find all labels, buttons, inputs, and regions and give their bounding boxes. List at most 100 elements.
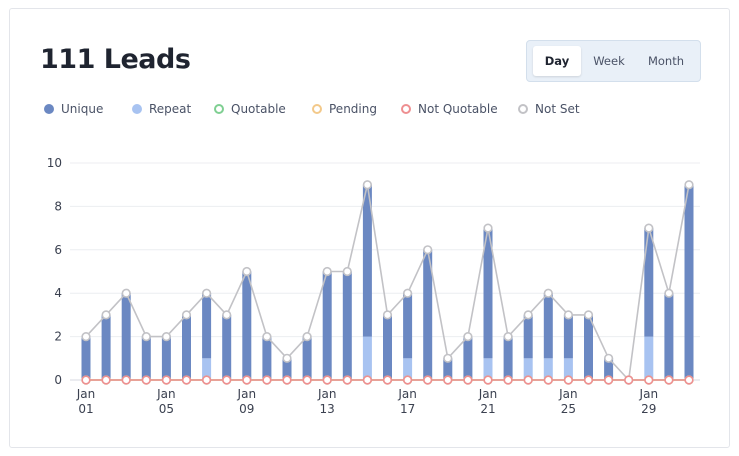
point-not-set: [81, 332, 91, 342]
point-not-quotable: [583, 375, 594, 385]
bar-unique: [222, 314, 232, 380]
point-not-quotable: [563, 375, 574, 385]
x-tick-label: Jan: [639, 387, 659, 401]
point-not-set: [262, 332, 272, 342]
legend-label: Quotable: [231, 102, 286, 116]
bar-unique: [503, 336, 513, 380]
legend-label: Repeat: [149, 102, 192, 116]
x-tick-label: 01: [78, 402, 93, 416]
y-tick-label: 2: [54, 330, 62, 344]
point-not-quotable: [423, 375, 433, 385]
point-not-quotable: [684, 375, 694, 385]
bar-repeat: [403, 358, 413, 380]
bar-unique: [403, 293, 413, 359]
point-not-set: [463, 332, 473, 342]
point-not-quotable: [624, 375, 634, 385]
point-not-set: [101, 310, 111, 320]
bar-repeat: [202, 358, 212, 380]
point-not-set: [443, 353, 453, 363]
bar-unique: [342, 271, 352, 380]
point-not-quotable: [161, 375, 171, 385]
point-not-set: [181, 310, 192, 320]
bar-unique: [543, 293, 553, 359]
point-not-set: [161, 332, 171, 342]
bar-unique: [242, 271, 252, 380]
period-month-button[interactable]: Month: [647, 54, 685, 68]
bar-unique: [282, 358, 292, 380]
x-tick-label: Jan: [397, 387, 417, 401]
bar-unique: [664, 293, 674, 380]
legend-swatch-icon: [44, 104, 54, 114]
bar-unique: [362, 184, 372, 337]
point-not-quotable: [81, 375, 91, 385]
legend-label: Pending: [329, 102, 377, 116]
point-not-quotable: [362, 375, 373, 385]
x-tick-label: Jan: [76, 387, 96, 401]
point-not-quotable: [141, 375, 151, 385]
point-not-set: [583, 310, 594, 320]
period-week-button[interactable]: Week: [593, 54, 625, 68]
y-tick-label: 0: [54, 373, 62, 387]
bar-unique: [604, 358, 614, 380]
x-tick-label: Jan: [478, 387, 498, 401]
point-not-quotable: [543, 375, 553, 385]
bar-repeat: [563, 358, 573, 380]
bar-unique: [563, 314, 573, 359]
bar-unique: [423, 249, 433, 380]
bar-unique: [483, 228, 493, 359]
point-not-quotable: [282, 375, 292, 385]
point-not-quotable: [342, 375, 352, 385]
legend-label: Not Quotable: [418, 102, 498, 116]
point-not-quotable: [101, 375, 111, 385]
x-tick-label: 25: [561, 402, 576, 416]
x-tick-label: Jan: [317, 387, 337, 401]
point-not-quotable: [523, 375, 533, 385]
point-not-quotable: [121, 375, 131, 385]
bar-unique: [322, 271, 332, 380]
point-not-set: [543, 288, 553, 298]
x-tick-label: 05: [159, 402, 174, 416]
point-not-quotable: [262, 375, 272, 385]
point-not-set: [282, 353, 292, 363]
point-not-quotable: [222, 375, 232, 385]
x-tick-label: 29: [641, 402, 656, 416]
point-not-set: [342, 266, 352, 277]
legend-swatch-icon: [132, 104, 142, 114]
legend-ring-icon: [312, 104, 322, 114]
point-not-set: [563, 310, 574, 320]
page-title: 111 Leads: [40, 44, 191, 75]
bar-unique: [443, 358, 453, 380]
point-not-set: [423, 245, 433, 255]
point-not-quotable: [202, 375, 212, 385]
y-tick-label: 10: [47, 156, 62, 170]
point-not-quotable: [463, 375, 473, 385]
period-day-button[interactable]: Day: [533, 46, 581, 76]
bar-unique: [584, 314, 593, 380]
bar-unique: [81, 336, 91, 380]
x-tick-label: Jan: [558, 387, 578, 401]
bar-unique: [644, 228, 654, 337]
bar-unique: [523, 314, 533, 359]
point-not-set: [222, 310, 232, 320]
point-not-set: [644, 223, 654, 233]
y-tick-label: 8: [54, 199, 62, 213]
point-not-set: [322, 266, 332, 277]
point-not-quotable: [603, 375, 614, 385]
point-not-quotable: [644, 375, 654, 385]
bar-repeat: [483, 358, 493, 380]
y-tick-label: 6: [54, 243, 62, 257]
bar-unique: [141, 336, 151, 380]
legend-ring-icon: [214, 104, 224, 114]
bar-unique: [161, 336, 171, 380]
point-not-set: [503, 332, 513, 342]
bar-unique: [302, 336, 312, 380]
point-not-quotable: [503, 375, 513, 385]
x-tick-label: 13: [320, 402, 335, 416]
point-not-quotable: [181, 375, 192, 385]
point-not-set: [523, 310, 533, 320]
bar-unique: [262, 336, 272, 380]
point-not-set: [684, 180, 694, 190]
point-not-quotable: [302, 375, 312, 385]
point-not-quotable: [443, 375, 453, 385]
